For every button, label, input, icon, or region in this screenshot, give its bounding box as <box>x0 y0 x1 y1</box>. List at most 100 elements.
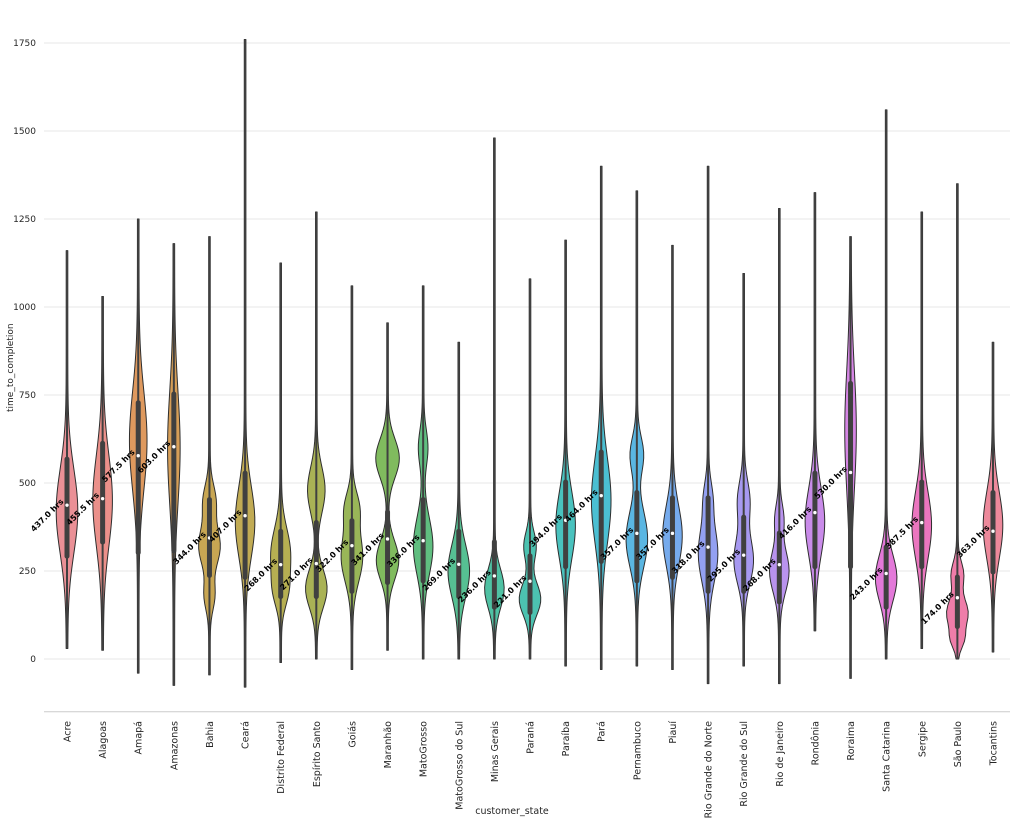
y-axis-title: time_to_completion <box>6 323 16 412</box>
median-dot <box>385 537 390 541</box>
y-tick-label: 500 <box>19 479 36 489</box>
median-dot <box>991 529 995 533</box>
violin-paraiba: 394.0 hrs <box>528 239 576 667</box>
violin-acre: 437.0 hrs <box>29 250 79 649</box>
violin-maranhao: 341.0 hrs <box>350 322 400 651</box>
median-dot <box>955 596 960 600</box>
x-tick-label-pernambuco: Pernambuco <box>632 721 643 780</box>
median-dot <box>421 539 425 543</box>
median-dot <box>492 574 497 578</box>
x-tick-label-goias: Goiás <box>347 721 358 748</box>
median-dot <box>172 445 176 449</box>
y-tick-label: 1500 <box>13 127 36 137</box>
iqr-box <box>135 400 141 556</box>
x-axis-title: customer_state <box>475 806 549 817</box>
violin-distrito-federal: 268.0 hrs <box>243 262 292 664</box>
median-dot <box>777 562 782 567</box>
iqr-box <box>385 509 391 586</box>
median-dot <box>207 536 212 540</box>
x-tick-label-amapa: Amapá <box>134 721 145 754</box>
x-tick-label-parana: Paraná <box>526 721 537 754</box>
iqr-box <box>669 495 675 580</box>
gridlines: 0 250 500 750 1000 1250 1500 1750 <box>13 39 1010 665</box>
violin-rio-grande-do-sul: 295.0 hrs <box>706 273 755 667</box>
iqr-box <box>848 380 854 570</box>
median-dot <box>884 571 888 576</box>
median-dot <box>243 514 247 518</box>
iqr-box <box>171 391 177 554</box>
iqr-box <box>563 479 569 570</box>
iqr-box <box>527 553 533 615</box>
iqr-box <box>954 574 960 630</box>
iqr-box <box>705 495 711 594</box>
x-tick-label-sergipe: Sergipe <box>917 721 928 757</box>
violin-amazonas: 603.0 hrs <box>136 243 181 686</box>
median-dot <box>635 531 639 536</box>
median-dot <box>278 562 283 567</box>
x-tick-label-bahia: Bahia <box>205 721 216 748</box>
x-tick-label-maranhao: Maranhão <box>383 721 394 769</box>
y-tick-label: 250 <box>19 567 36 577</box>
median-dot <box>528 579 532 583</box>
violin-matogrosso-do-sul: 269.0 hrs <box>421 341 471 660</box>
x-tick-label-rio-grande-do-norte: Rio Grande do Norte <box>704 721 715 818</box>
iqr-box <box>812 470 818 570</box>
median-dot <box>670 531 675 536</box>
x-tick-label-rio-de-janeiro: Rio de Janeiro <box>775 721 786 787</box>
median-dot <box>314 561 319 566</box>
x-tick-label-alagoas: Alagoas <box>98 721 109 759</box>
x-tick-label-rondonia: Rondônia <box>810 721 821 765</box>
iqr-box <box>349 518 355 594</box>
violin-parana: 221.0 hrs <box>492 278 542 660</box>
median-dot <box>706 545 710 549</box>
y-tick-label: 1000 <box>13 303 36 313</box>
iqr-box <box>242 470 248 580</box>
iqr-box <box>64 456 70 559</box>
x-tick-label-rio-grande-do-sul: Rio Grande do Sul <box>739 721 750 807</box>
x-tick-label-acre: Acre <box>63 721 74 742</box>
x-tick-label-matogrosso-do-sul: MatoGrosso do Sul <box>454 721 465 810</box>
y-tick-label: 1750 <box>13 39 36 49</box>
x-tick-label-matogrosso: MatoGrosso <box>419 721 430 777</box>
median-dot <box>100 496 105 501</box>
violin-para: 464.0 hrs <box>563 165 612 671</box>
median-dot <box>65 503 69 507</box>
median-dot <box>599 493 603 498</box>
median-dot <box>350 543 354 548</box>
violin-ceara: 407.0 hrs <box>207 38 256 688</box>
x-tick-label-santa-catarina: Santa Catarina <box>882 721 893 792</box>
violin-rio-de-janeiro: 268.0 hrs <box>741 207 790 685</box>
x-tick-label-tocantins: Tocantins <box>989 721 1000 766</box>
median-dot <box>741 553 746 557</box>
x-tick-label-paraiba: Paraíba <box>561 721 572 756</box>
violin-rio-grande-do-norte: 318.0 hrs <box>670 165 719 685</box>
x-tick-label-amazonas: Amazonas <box>169 721 180 770</box>
x-tick-label-ceara: Ceará <box>241 721 252 749</box>
iqr-box <box>919 479 925 570</box>
x-tick-label-roraima: Roraima <box>846 721 857 760</box>
y-tick-label: 750 <box>19 391 36 401</box>
median-dot <box>813 510 817 515</box>
y-tick-label: 0 <box>30 655 36 665</box>
x-tick-label-distrito-federal: Distrito Federal <box>276 721 287 794</box>
iqr-box <box>883 544 889 610</box>
median-dot <box>920 520 924 525</box>
x-tick-label-minas-gerais: Minas Gerais <box>490 721 501 782</box>
median-dot <box>457 562 461 567</box>
x-tick-label-sao-paulo: São Paulo <box>953 721 964 767</box>
x-tick-label-espirito-santo: Espírito Santo <box>312 721 323 787</box>
violin-roraima: 530.0 hrs <box>813 236 857 679</box>
y-tick-label: 1250 <box>13 215 36 225</box>
iqr-box <box>598 449 604 564</box>
x-tick-label-piaui: Piauí <box>668 721 679 744</box>
iqr-box <box>313 519 319 600</box>
median-dot <box>563 518 568 523</box>
violin-pernambuco: 357.0 hrs <box>599 190 649 667</box>
iqr-box <box>100 440 106 545</box>
iqr-box <box>634 490 640 584</box>
median-dot <box>136 454 140 458</box>
median-dot <box>848 470 853 475</box>
x-tick-label-para: Pará <box>597 721 608 742</box>
